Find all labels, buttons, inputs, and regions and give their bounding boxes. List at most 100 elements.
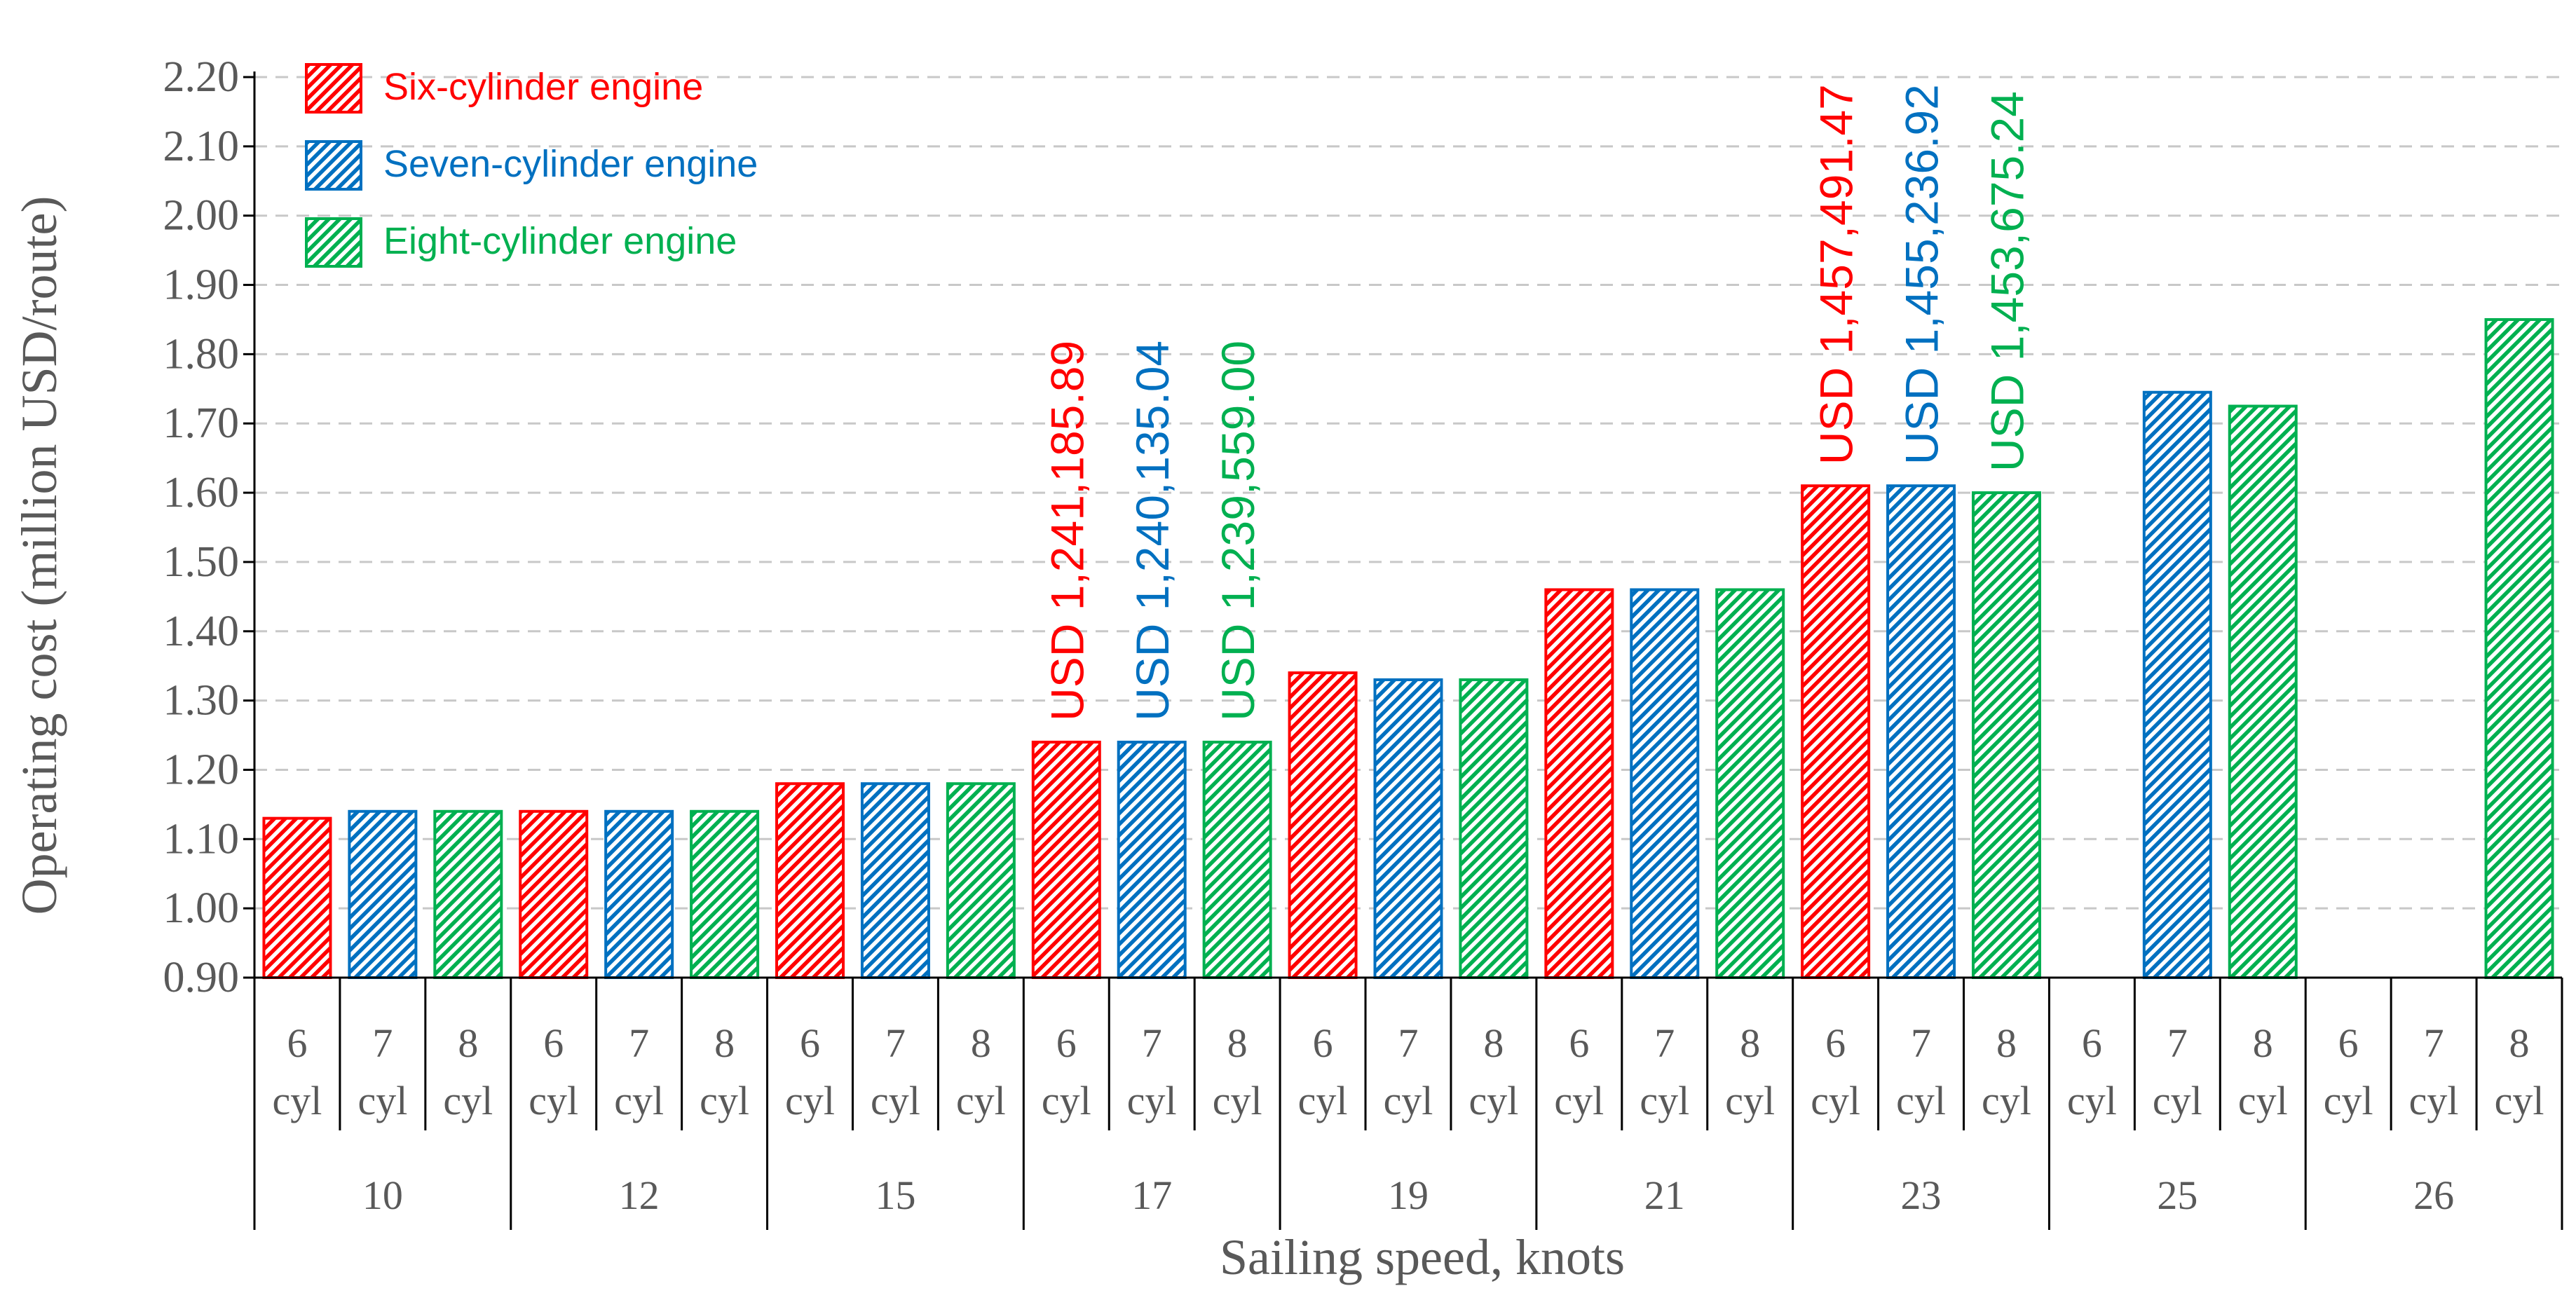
bar bbox=[1459, 678, 1529, 979]
y-tick-label: 1.10 bbox=[163, 815, 240, 863]
sub-category-label: cyl bbox=[2067, 1078, 2117, 1123]
sub-category-label: 7 bbox=[1654, 1020, 1675, 1066]
speed-label: 12 bbox=[619, 1172, 660, 1218]
value-annotation: USD 1,453,675.24 bbox=[1981, 91, 2033, 472]
y-tick-label: 1.00 bbox=[163, 884, 240, 932]
axes: 0.90 1.00 1.10 1.20 1.30 1.40 1.50 1.60 1.70 1.80… bbox=[163, 53, 2563, 1230]
sub-category-label: cyl bbox=[1384, 1078, 1433, 1123]
legend-swatch bbox=[305, 63, 362, 114]
bar bbox=[1373, 678, 1443, 979]
bar bbox=[690, 809, 760, 980]
sub-category-label: cyl bbox=[956, 1078, 1006, 1123]
sub-category-label: cyl bbox=[2238, 1078, 2288, 1123]
sub-category-label: 7 bbox=[2167, 1020, 2188, 1066]
sub-category-label: cyl bbox=[2324, 1078, 2373, 1123]
sub-category-label: 7 bbox=[629, 1020, 649, 1066]
sub-category-label: 8 bbox=[1996, 1020, 2017, 1066]
sub-category-label: 6 bbox=[800, 1020, 820, 1066]
legend: Six-cylinder engine Seven-cylinder engine… bbox=[305, 63, 758, 268]
speed-label: 15 bbox=[875, 1172, 915, 1218]
sub-category-label: 6 bbox=[1056, 1020, 1077, 1066]
sub-category-label: cyl bbox=[1127, 1078, 1177, 1123]
sub-category-label: cyl bbox=[1725, 1078, 1775, 1123]
sub-category-label: 8 bbox=[2509, 1020, 2530, 1066]
bar bbox=[2484, 317, 2554, 979]
legend-swatch bbox=[305, 217, 362, 268]
y-tick-label: 0.90 bbox=[163, 954, 240, 1001]
legend-label: Seven-cylinder engine bbox=[383, 143, 758, 185]
bar bbox=[1715, 588, 1785, 979]
sub-category-label: 6 bbox=[287, 1020, 307, 1066]
value-annotation: USD 1,239,559.00 bbox=[1212, 341, 1264, 721]
speed-label: 21 bbox=[1644, 1172, 1685, 1218]
sub-category-label: cyl bbox=[1811, 1078, 1860, 1123]
sub-category-label: 7 bbox=[372, 1020, 393, 1066]
sub-category-label: cyl bbox=[1640, 1078, 1689, 1123]
sub-category-label: 6 bbox=[2082, 1020, 2102, 1066]
y-tick-label: 1.80 bbox=[163, 330, 240, 378]
sub-category-label: cyl bbox=[614, 1078, 664, 1123]
sub-category-label: 7 bbox=[1398, 1020, 1419, 1066]
sub-category-label: cyl bbox=[2409, 1078, 2459, 1123]
sub-category-label: 8 bbox=[1227, 1020, 1248, 1066]
bar bbox=[604, 809, 674, 980]
speed-label: 23 bbox=[1901, 1172, 1942, 1218]
y-tick-label: 1.70 bbox=[163, 399, 240, 447]
sub-category-label: cyl bbox=[529, 1078, 578, 1123]
bars bbox=[262, 317, 2554, 980]
sub-category-label: cyl bbox=[1042, 1078, 1091, 1123]
y-tick-label: 2.00 bbox=[163, 192, 240, 240]
bar bbox=[1202, 740, 1272, 980]
sub-category-label: cyl bbox=[871, 1078, 920, 1123]
bar bbox=[262, 816, 332, 979]
bar bbox=[2228, 404, 2298, 979]
bar bbox=[1031, 740, 1101, 980]
y-tick-label: 1.60 bbox=[163, 469, 240, 516]
y-tick-label: 2.10 bbox=[163, 123, 240, 170]
sub-category-label: 7 bbox=[885, 1020, 906, 1066]
value-annotation: USD 1,241,185.89 bbox=[1041, 341, 1093, 721]
sub-category-label: 8 bbox=[971, 1020, 991, 1066]
sub-category-label: cyl bbox=[443, 1078, 493, 1123]
bar bbox=[860, 782, 930, 979]
sub-category-label: cyl bbox=[2153, 1078, 2202, 1123]
value-annotation: USD 1,240,135.04 bbox=[1126, 341, 1178, 721]
labels: 6 cyl 7 cyl 8 cyl 10 6 cyl 7 cyl 8 cyl 12 6 cyl 7 cyl 8 cyl… bbox=[11, 84, 2544, 1285]
sub-category-label: 7 bbox=[1142, 1020, 1162, 1066]
bar bbox=[1288, 671, 1358, 979]
sub-category-label: cyl bbox=[2495, 1078, 2544, 1123]
y-tick-label: 1.40 bbox=[163, 608, 240, 655]
sub-category-label: 7 bbox=[1911, 1020, 1931, 1066]
sub-category-label: cyl bbox=[357, 1078, 407, 1123]
y-axis-title: Operating cost (million USD/route) bbox=[11, 196, 67, 915]
sub-category-label: 6 bbox=[1569, 1020, 1589, 1066]
y-tick-label: 1.90 bbox=[163, 261, 240, 309]
legend-label: Six-cylinder engine bbox=[383, 66, 703, 108]
sub-category-label: 8 bbox=[1483, 1020, 1504, 1066]
speed-label: 17 bbox=[1131, 1172, 1172, 1218]
bar bbox=[348, 809, 418, 980]
sub-category-label: 8 bbox=[1740, 1020, 1760, 1066]
sub-category-label: 6 bbox=[543, 1020, 564, 1066]
bar bbox=[1971, 491, 2041, 979]
bar bbox=[519, 809, 589, 980]
bar bbox=[1630, 588, 1700, 979]
bar bbox=[946, 782, 1016, 979]
sub-category-label: 8 bbox=[2253, 1020, 2273, 1066]
y-tick-label: 1.30 bbox=[163, 677, 240, 725]
bar bbox=[775, 782, 845, 979]
legend-swatch bbox=[305, 140, 362, 191]
bar bbox=[433, 809, 503, 980]
sub-category-label: cyl bbox=[1554, 1078, 1604, 1123]
sub-category-label: 6 bbox=[1313, 1020, 1333, 1066]
bar bbox=[1544, 588, 1614, 979]
sub-category-label: 8 bbox=[458, 1020, 478, 1066]
sub-category-label: 7 bbox=[2424, 1020, 2444, 1066]
bar bbox=[1886, 484, 1956, 979]
x-axis-title: Sailing speed, knots bbox=[1220, 1229, 1625, 1285]
sub-category-label: cyl bbox=[1982, 1078, 2031, 1123]
bar bbox=[2142, 390, 2212, 979]
speed-label: 10 bbox=[362, 1172, 403, 1218]
